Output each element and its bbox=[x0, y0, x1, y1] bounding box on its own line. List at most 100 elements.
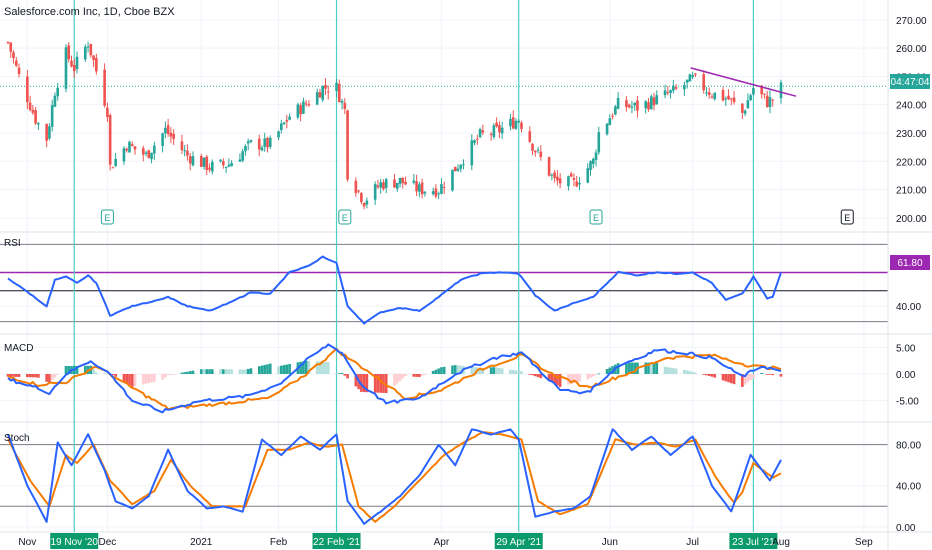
candle-body bbox=[384, 179, 388, 188]
candle-body bbox=[614, 106, 617, 115]
candle-body bbox=[14, 60, 18, 66]
xtick-badge-7 bbox=[494, 533, 543, 549]
macd-hist-bar bbox=[37, 374, 40, 378]
candle-body bbox=[627, 104, 631, 108]
macd-hist-bar bbox=[340, 372, 344, 374]
macd-line bbox=[7, 343, 782, 414]
macd-hist-bar bbox=[263, 364, 267, 374]
candle-body bbox=[191, 156, 195, 166]
macd-hist-bar bbox=[705, 374, 708, 376]
candle-body bbox=[636, 100, 639, 111]
candle-body bbox=[257, 138, 261, 150]
resistance-trendline bbox=[690, 67, 797, 97]
candle-body bbox=[691, 75, 694, 78]
macd-hist-bar bbox=[238, 369, 242, 374]
macd-hist-bar bbox=[752, 374, 755, 379]
macd-hist-bar bbox=[343, 374, 347, 376]
macd-hist-bar bbox=[335, 373, 338, 375]
macd-hist-bar bbox=[266, 364, 269, 374]
macd-hist-bar bbox=[67, 365, 71, 374]
macd-hist-bar bbox=[282, 365, 286, 374]
macd-hist-bar bbox=[586, 374, 590, 380]
candle-body bbox=[440, 184, 443, 194]
candle-body bbox=[72, 65, 76, 72]
macd-hist-bar bbox=[763, 373, 766, 375]
macd-hist-bar bbox=[153, 374, 156, 382]
macd-hist-bar bbox=[227, 369, 231, 374]
earnings-marker-2[interactable] bbox=[589, 209, 603, 225]
xtick-8: Jun bbox=[602, 537, 618, 548]
macd-hist-bar bbox=[362, 374, 366, 393]
macd-hist-bar bbox=[9, 374, 13, 377]
candle-body bbox=[517, 120, 521, 123]
candle-body bbox=[122, 148, 126, 162]
candle-body bbox=[86, 46, 90, 48]
macd-hist-bar bbox=[180, 372, 184, 374]
candle-body bbox=[50, 105, 54, 127]
candle-body bbox=[746, 100, 750, 109]
macd-hist-bar bbox=[431, 370, 435, 374]
candle-body bbox=[434, 188, 438, 197]
macd-hist-bar bbox=[611, 366, 614, 374]
candle-body bbox=[492, 125, 496, 137]
price-candles bbox=[6, 41, 797, 210]
macd-hist-bar bbox=[729, 374, 733, 384]
earnings-marker-label-1: E bbox=[342, 213, 348, 223]
candle-body bbox=[188, 156, 192, 164]
macd-hist-bar bbox=[434, 369, 438, 374]
candle-body bbox=[437, 193, 440, 195]
earnings-marker-3[interactable] bbox=[840, 209, 854, 225]
macd-ytick-0: 5.00 bbox=[896, 343, 916, 354]
candle-body bbox=[354, 180, 358, 194]
macd-hist-bar bbox=[384, 374, 388, 394]
candle-body bbox=[652, 97, 656, 106]
macd-hist-bar bbox=[768, 374, 772, 375]
candle-body bbox=[575, 181, 579, 187]
macd-hist-bar bbox=[302, 361, 305, 374]
xtick-badge-1 bbox=[50, 533, 99, 549]
candle-body bbox=[556, 176, 559, 181]
candle-body bbox=[95, 57, 98, 72]
macd-hist-bar bbox=[674, 368, 678, 374]
candle-body bbox=[539, 151, 543, 157]
candle-body bbox=[597, 132, 601, 153]
candle-body bbox=[111, 167, 115, 169]
macd-hist-bar bbox=[649, 362, 653, 374]
stoch-ytick-1: 40.00 bbox=[896, 482, 921, 493]
macd-hist-bar bbox=[95, 372, 98, 374]
xtick-10: 23 Jul '21 bbox=[732, 537, 775, 548]
macd-hist-bar bbox=[500, 368, 504, 374]
candle-body bbox=[268, 137, 272, 147]
macd-hist-bar bbox=[456, 365, 460, 374]
earnings-marker-1[interactable] bbox=[338, 209, 352, 225]
candle-body bbox=[150, 152, 153, 160]
macd-hist-bar bbox=[539, 374, 543, 379]
macd-hist-bar bbox=[550, 374, 554, 382]
earnings-marker-0[interactable] bbox=[100, 209, 114, 225]
candle-body bbox=[478, 129, 482, 138]
pane-separators bbox=[0, 231, 932, 533]
candle-body bbox=[732, 97, 736, 103]
candle-body bbox=[37, 123, 40, 125]
macd-hist-bar bbox=[277, 366, 280, 374]
candle-body bbox=[365, 200, 369, 205]
candle-body bbox=[431, 191, 435, 195]
macd-hist-bar bbox=[451, 365, 454, 374]
macd-hist-bar bbox=[307, 360, 311, 374]
macd-hist-bar bbox=[199, 369, 203, 374]
candle-body bbox=[125, 148, 129, 151]
candle-body bbox=[713, 92, 717, 100]
rsi-value-badge: 61.80 bbox=[890, 255, 930, 270]
candle-body bbox=[299, 105, 302, 115]
candle-body bbox=[605, 123, 609, 135]
macd-hist-bar bbox=[147, 374, 151, 384]
macd-hist-bar bbox=[141, 374, 145, 385]
macd-hist-bar bbox=[625, 362, 628, 374]
candle-body bbox=[103, 69, 106, 106]
macd-hist-bar bbox=[279, 365, 283, 374]
price-ytick-3: 240.00 bbox=[896, 101, 927, 112]
macd-hist-bar bbox=[663, 366, 667, 374]
candle-body bbox=[672, 85, 675, 91]
macd-hist-bar bbox=[161, 374, 164, 380]
candle-body bbox=[749, 95, 752, 101]
